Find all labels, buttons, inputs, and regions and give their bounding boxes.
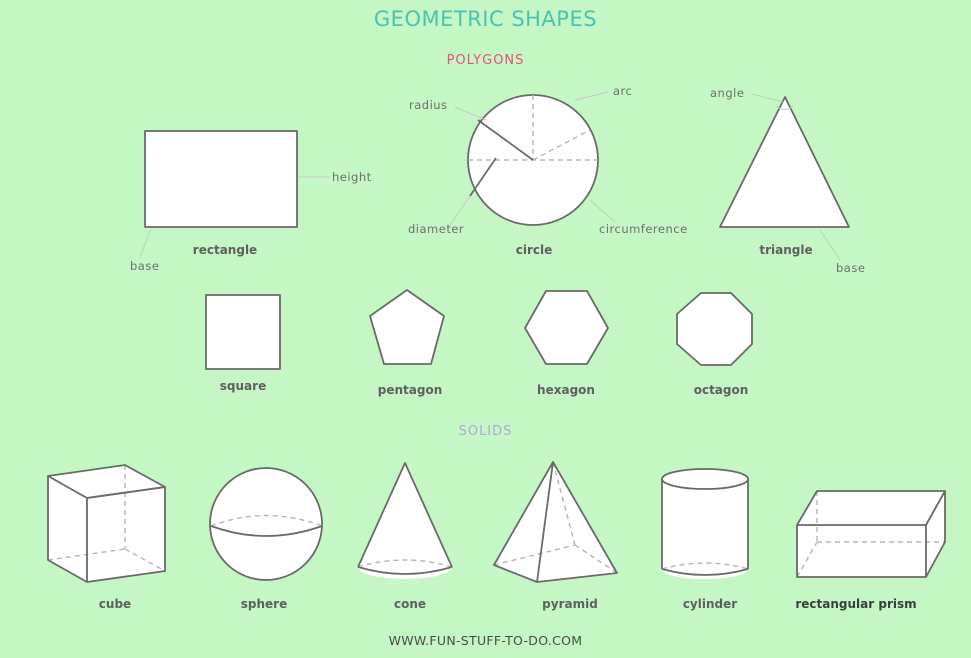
leader-lines (139, 91, 841, 261)
polygons-heading: POLYGONS (446, 53, 525, 68)
radius-line (477, 119, 534, 161)
solids-heading: SOLIDS (458, 424, 513, 439)
arc-annotation: arc (613, 84, 633, 98)
cube-label: cube (98, 597, 132, 611)
square-shape (205, 294, 281, 370)
diameter-annotation: diameter (408, 222, 465, 236)
triangle-label: triangle (759, 243, 813, 257)
cylinder-shape (661, 468, 749, 576)
cylinder-label: cylinder (682, 597, 738, 611)
hidden-edges (47, 461, 945, 578)
rectangle-base-annotation: base (130, 259, 160, 273)
rectangle-label: rectangle (192, 243, 258, 257)
sphere-label: sphere (240, 597, 288, 611)
square-label: square (219, 379, 267, 393)
pyramid-shape (493, 461, 618, 583)
angle-annotation: angle (710, 86, 745, 100)
circumference-annotation: circumference (599, 222, 688, 236)
diameter-line (469, 157, 497, 197)
footer-url: WWW.FUN-STUFF-TO-DO.COM (388, 633, 583, 648)
pentagon-label: pentagon (377, 383, 443, 397)
rectangular-prism-shape (796, 490, 946, 578)
pyramid-label: pyramid (542, 597, 598, 611)
octagon-shape (676, 292, 753, 366)
circle-label: circle (515, 243, 553, 257)
triangle-base-annotation: base (836, 261, 866, 275)
radius-annotation: radius (409, 98, 448, 112)
hexagon-shape (524, 290, 609, 365)
height-annotation: height (332, 170, 372, 184)
page-title: GEOMETRIC SHAPES (373, 7, 598, 31)
octagon-label: octagon (693, 383, 749, 397)
cone-shape (357, 462, 453, 575)
triangle-shape (719, 96, 850, 228)
rectangular-prism-label: rectangular prism (795, 597, 917, 611)
cube-shape (47, 464, 166, 583)
sphere-shape (209, 467, 323, 581)
pentagon-shape (369, 289, 445, 365)
cone-label: cone (393, 597, 427, 611)
hexagon-label: hexagon (537, 383, 595, 397)
rectangle-shape (144, 130, 298, 228)
